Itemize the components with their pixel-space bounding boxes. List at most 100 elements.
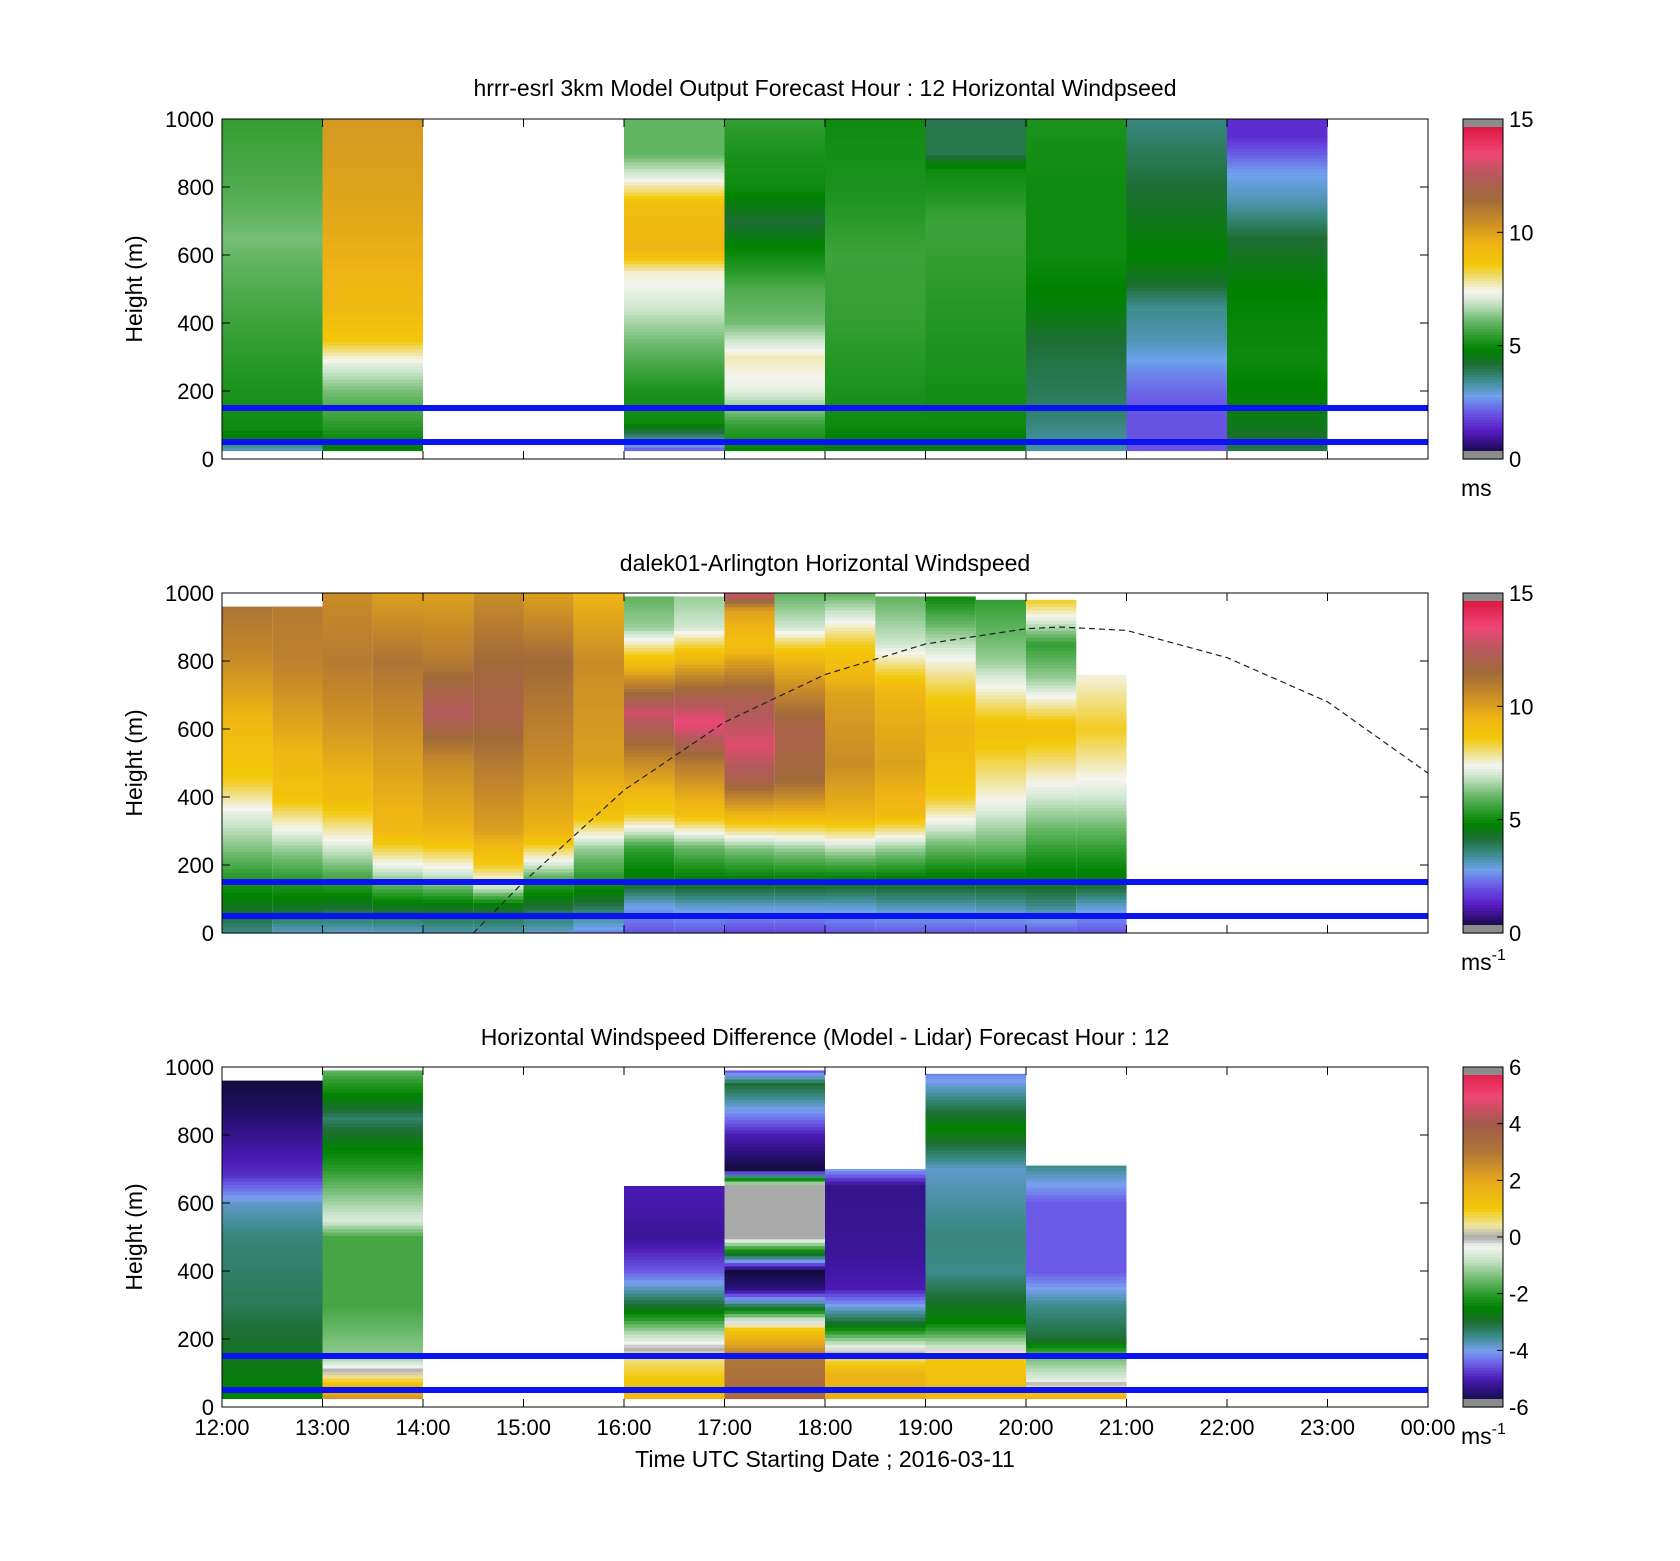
heatmap-cell [322,824,373,829]
heatmap-cell [624,239,725,244]
heatmap-cell [1026,119,1127,122]
heatmap-cell [925,613,976,618]
heatmap-cell [1076,715,1127,720]
heatmap-cell [774,773,826,778]
heatmap-cell [724,1337,825,1342]
heatmap-cell [473,756,524,761]
heatmap-cell [523,831,574,835]
heatmap-cell [322,1384,423,1389]
heatmap-cell [724,926,775,931]
colorbar-swatch [1463,629,1503,634]
heatmap-cell [1026,865,1077,869]
heatmap-cell [925,1276,1026,1281]
heatmap-cell [674,895,725,900]
heatmap-cell [925,1310,1026,1315]
heatmap-cell [222,300,323,305]
heatmap-cell [222,430,323,435]
heatmap-cell [624,379,725,384]
heatmap-cell [473,854,524,859]
heatmap-cell [372,603,424,608]
heatmap-cell [322,1225,423,1230]
heatmap-cell [1227,413,1328,418]
heatmap-cell [925,1221,1026,1226]
heatmap-cell [925,661,976,665]
heatmap-cell [1227,263,1328,268]
heatmap-cell [825,1218,926,1223]
heatmap-cell [925,729,976,733]
heatmap-cell [222,130,323,135]
heatmap-cell [774,650,826,655]
heatmap-cell [1026,1391,1127,1396]
heatmap-cell [322,885,373,890]
heatmap-cell [624,1201,725,1206]
heatmap-cell [1227,409,1328,414]
heatmap-column [1227,119,1328,452]
heatmap-cell [825,331,926,336]
heatmap-cell [825,212,926,217]
heatmap-cell [1126,351,1227,356]
heatmap-cell [724,266,825,271]
heatmap-cell [624,178,725,183]
heatmap-cell [975,722,1027,727]
heatmap-cell [925,178,1026,183]
heatmap-cell [222,1225,323,1230]
heatmap-cell [222,1143,323,1148]
heatmap-cell [473,861,524,866]
heatmap-cell [222,1153,323,1158]
heatmap-cell [825,266,926,271]
heatmap-cell [624,198,725,203]
colorbar-swatch [1463,1086,1503,1091]
heatmap-cell [624,307,725,312]
heatmap-cell [925,1248,1026,1253]
heatmap-cell [1026,372,1127,377]
heatmap-cell [925,171,1026,176]
heatmap-cell [875,732,926,737]
heatmap-cell [875,735,926,740]
heatmap-cell [925,219,1026,224]
colorbar-swatch [1463,430,1503,435]
heatmap-cell [1076,684,1127,689]
heatmap-cell [875,729,926,733]
heatmap-cell [222,1163,323,1168]
heatmap-cell [372,756,424,761]
heatmap-cell [423,763,474,767]
heatmap-cell [774,851,826,856]
colorbar-swatch [1463,229,1503,233]
heatmap-cell [1227,134,1328,139]
heatmap-cell [925,742,976,747]
heatmap-cell [222,324,323,329]
heatmap-cell [674,705,725,710]
heatmap-cell [1026,905,1077,910]
heatmap-cell [1026,171,1127,176]
heatmap-cell [322,875,373,880]
heatmap-cell [322,215,423,220]
panel-title: hrrr-esrl 3km Model Output Forecast Hour… [473,75,1176,101]
heatmap-cell [674,749,725,754]
heatmap-cell [624,338,725,343]
heatmap-cell [624,249,725,254]
heatmap-cell [925,341,1026,346]
colorbar-swatch [1463,771,1503,775]
colorbar-swatch [1463,294,1503,299]
heatmap-cell [1126,219,1227,224]
heatmap-cell [322,1123,423,1128]
heatmap-cell [825,1191,926,1196]
heatmap-cell [1076,851,1127,856]
x-tick-label: 00:00 [1400,1415,1455,1440]
heatmap-cell [624,698,675,703]
heatmap-cell [222,613,273,618]
heatmap-cell [925,786,976,791]
colorbar-swatch [1463,1324,1503,1329]
heatmap-cell [925,763,976,767]
heatmap-cell [724,297,825,302]
heatmap-cell [1227,447,1328,452]
x-tick-label: 14:00 [395,1415,450,1440]
heatmap-cell [674,844,725,849]
heatmap-cell [222,222,323,227]
heatmap-cell [222,780,273,784]
heatmap-cell [774,637,826,642]
heatmap-cell [1026,868,1077,873]
heatmap-cell [272,749,323,754]
colorbar-swatch [1463,266,1503,270]
